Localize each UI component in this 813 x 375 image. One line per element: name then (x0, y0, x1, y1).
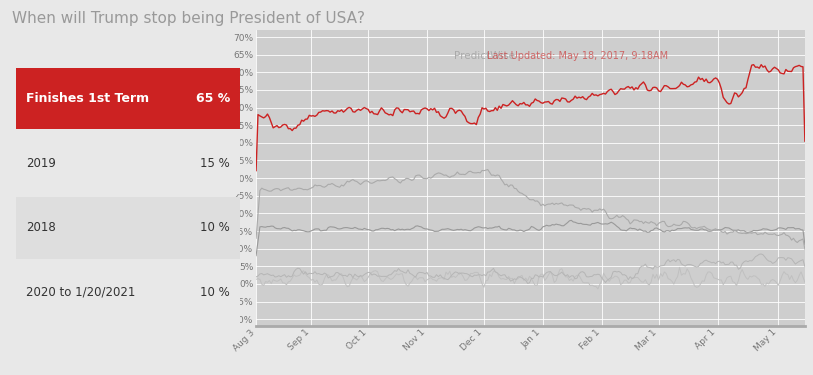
Text: Finishes 1st Term: Finishes 1st Term (26, 92, 149, 105)
Text: 2020 to 1/20/2021: 2020 to 1/20/2021 (26, 286, 136, 299)
Text: 2018: 2018 (26, 221, 56, 234)
Text: When will Trump stop being President of USA?: When will Trump stop being President of … (12, 11, 365, 26)
Text: 15 %: 15 % (200, 156, 230, 170)
Text: 10 %: 10 % (200, 221, 230, 234)
Text: 65 %: 65 % (196, 92, 230, 105)
Text: 2019: 2019 (26, 156, 56, 170)
Text: PredictWise: PredictWise (454, 51, 515, 61)
Text: Last Updated: May 18, 2017, 9:18AM: Last Updated: May 18, 2017, 9:18AM (486, 51, 667, 61)
Text: 10 %: 10 % (200, 286, 230, 299)
